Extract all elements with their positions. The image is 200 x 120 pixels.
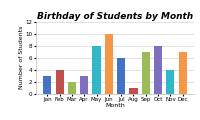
Bar bbox=[105, 34, 113, 94]
X-axis label: Month: Month bbox=[105, 103, 125, 108]
Bar bbox=[166, 70, 174, 94]
Bar bbox=[56, 70, 64, 94]
Bar bbox=[92, 46, 101, 94]
Bar bbox=[179, 52, 187, 94]
Bar bbox=[68, 82, 76, 94]
Bar bbox=[129, 88, 138, 94]
Bar bbox=[80, 76, 88, 94]
Y-axis label: Number of Students: Number of Students bbox=[19, 26, 24, 89]
Bar bbox=[142, 52, 150, 94]
Title: Birthday of Students by Month: Birthday of Students by Month bbox=[37, 12, 193, 21]
Bar bbox=[154, 46, 162, 94]
Bar bbox=[43, 76, 51, 94]
Bar bbox=[117, 58, 125, 94]
